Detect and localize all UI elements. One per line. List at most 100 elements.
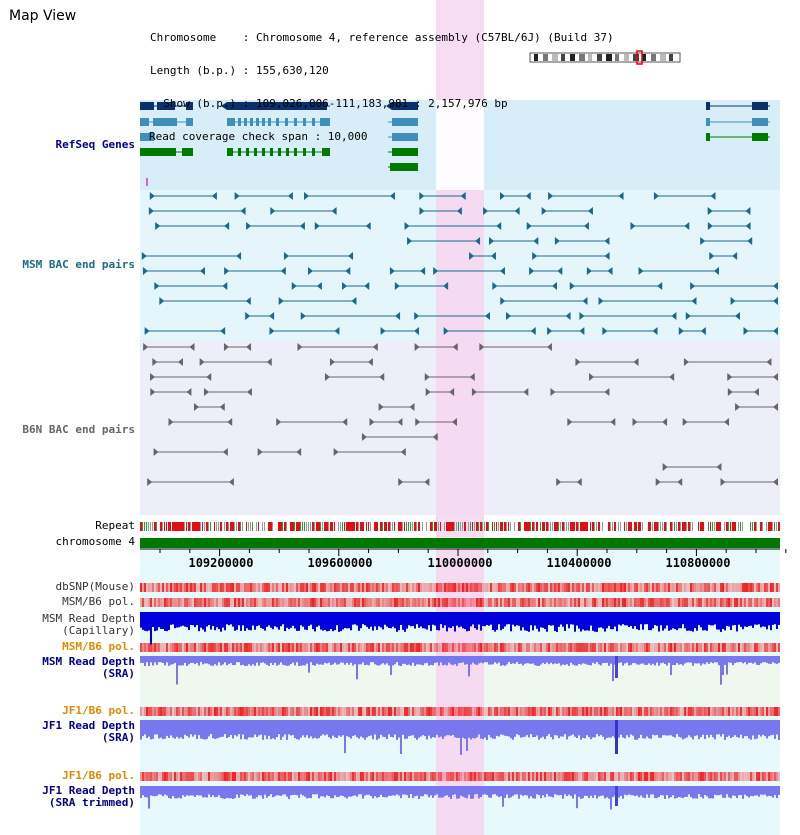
snp-density-cell <box>636 583 638 592</box>
bac-end-marker <box>397 418 403 426</box>
track-label-b6n-bac[interactable]: B6N BAC end pairs <box>22 423 135 436</box>
track-label-jf1-depth-sra[interactable]: JF1 Read Depth (SRA) <box>42 719 135 744</box>
read-depth-bar <box>156 612 158 631</box>
snp-density-cell <box>776 583 778 592</box>
track-label-chromosome[interactable]: chromosome 4 <box>55 535 135 548</box>
read-depth-bar <box>684 612 686 629</box>
track-label-msm-b6-pol-1[interactable]: MSM/B6 pol. <box>62 595 135 608</box>
read-depth-bar <box>290 656 292 664</box>
snp-density-cell <box>494 643 496 652</box>
snp-density-cell <box>714 772 716 781</box>
snp-density-cell <box>444 772 446 781</box>
snp-density-cell <box>716 772 718 781</box>
snp-density-cell <box>668 598 670 607</box>
snp-density-cell <box>436 583 438 592</box>
snp-density-cell <box>462 707 464 716</box>
snp-density-cell <box>308 643 310 652</box>
snp-density-cell <box>662 707 664 716</box>
track-label-refseq[interactable]: RefSeq Genes <box>55 138 135 151</box>
read-depth-bar <box>504 656 506 666</box>
track-label-msm-depth-sra[interactable]: MSM Read Depth (SRA) <box>42 655 135 680</box>
snp-density-cell <box>246 643 248 652</box>
read-depth-bar <box>554 656 556 664</box>
read-depth-bar <box>554 720 556 736</box>
read-depth-bar <box>610 612 612 630</box>
track-label-repeat[interactable]: Repeat <box>95 519 135 532</box>
read-depth-bar <box>432 612 434 625</box>
read-depth-bar <box>434 656 436 663</box>
snp-density-cell <box>178 643 180 652</box>
snp-density-cell <box>232 643 234 652</box>
read-depth-bar <box>514 720 516 737</box>
length-info: Length (b.p.) : 155,630,120 <box>150 64 329 77</box>
read-depth-bar <box>530 656 532 664</box>
snp-density-cell <box>674 598 676 607</box>
snp-density-cell <box>678 583 680 592</box>
read-depth-bar <box>734 786 736 796</box>
read-depth-bar <box>642 656 644 664</box>
read-depth-bar <box>422 786 424 797</box>
snp-density-cell <box>628 643 630 652</box>
snp-density-cell <box>616 707 618 716</box>
track-label-msm-bac[interactable]: MSM BAC end pairs <box>22 258 135 271</box>
read-depth-bar <box>590 612 592 626</box>
snp-density-cell <box>634 707 636 716</box>
snp-density-cell <box>546 598 548 607</box>
snp-density-cell <box>394 643 396 652</box>
snp-density-cell <box>744 643 746 652</box>
read-depth-bar <box>486 720 488 740</box>
repeat-element <box>558 522 559 531</box>
track-label-jf1-b6-pol-1[interactable]: JF1/B6 pol. <box>62 704 135 717</box>
track-label-jf1-b6-pol-2[interactable]: JF1/B6 pol. <box>62 769 135 782</box>
read-depth-bar <box>228 656 230 664</box>
read-depth-bar <box>544 612 546 630</box>
repeat-element <box>594 522 595 531</box>
read-depth-bar <box>220 720 222 737</box>
snp-density-cell <box>324 598 326 607</box>
snp-density-cell <box>444 598 446 607</box>
read-depth-bar <box>528 656 530 664</box>
read-depth-bar <box>268 720 270 736</box>
snp-density-cell <box>168 583 170 592</box>
repeat-element <box>386 522 387 531</box>
snp-density-cell <box>230 772 232 781</box>
snp-density-cell <box>334 598 336 607</box>
track-label-jf1-depth-trimmed[interactable]: JF1 Read Depth (SRA trimmed) <box>42 784 135 809</box>
repeat-element <box>366 522 367 531</box>
snp-density-cell <box>360 643 362 652</box>
ideogram-band <box>642 54 646 61</box>
read-depth-bar <box>382 612 384 630</box>
bac-end-marker <box>413 327 419 335</box>
read-depth-bar <box>542 786 544 796</box>
snp-density-cell <box>266 772 268 781</box>
snp-density-cell <box>392 598 394 607</box>
snp-density-cell <box>716 583 718 592</box>
read-depth-bar <box>170 656 172 665</box>
track-label-msm-b6-pol-2[interactable]: MSM/B6 pol. <box>62 640 135 653</box>
repeat-element <box>642 522 643 531</box>
read-depth-bar <box>192 720 194 737</box>
read-depth-bar <box>656 656 658 663</box>
repeat-element <box>168 522 170 531</box>
snp-density-cell <box>612 707 614 716</box>
read-depth-bar <box>162 786 164 797</box>
read-depth-bar <box>356 612 358 626</box>
snp-density-cell <box>276 707 278 716</box>
snp-density-cell <box>694 583 696 592</box>
snp-density-cell <box>500 707 502 716</box>
snp-density-cell <box>490 583 492 592</box>
read-depth-bar <box>272 656 274 665</box>
track-label-dbsnp[interactable]: dbSNP(Mouse) <box>55 580 135 593</box>
repeat-element <box>564 522 565 531</box>
snp-density-cell <box>580 772 582 781</box>
snp-density-cell <box>414 643 416 652</box>
read-depth-bar <box>590 656 592 666</box>
read-depth-bar <box>440 612 442 625</box>
snp-density-cell <box>302 643 304 652</box>
read-depth-bar <box>348 656 350 665</box>
track-label-msm-depth-capillary[interactable]: MSM Read Depth (Capillary) <box>42 612 135 637</box>
read-depth-bar <box>636 656 638 665</box>
snp-density-cell <box>418 643 420 652</box>
read-depth-bar <box>572 720 574 735</box>
